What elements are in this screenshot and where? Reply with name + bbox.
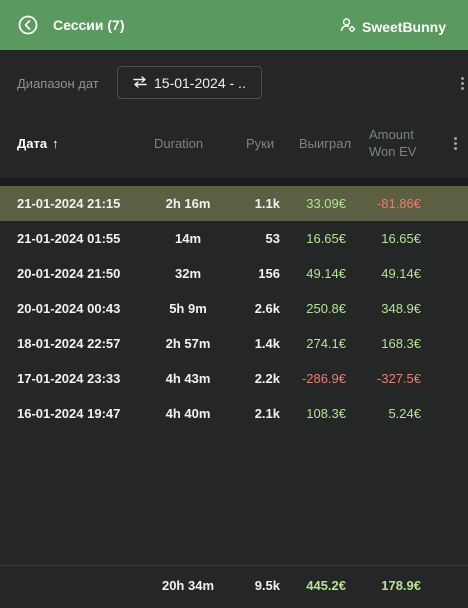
row-won-ev: 5.24€	[388, 406, 421, 421]
row-won-ev: 168.3€	[381, 336, 421, 351]
table-row[interactable]: 20-01-2024 00:43 5h 9m 2.6k 250.8€ 348.9€	[0, 291, 468, 326]
table-row[interactable]: 21-01-2024 01:55 14m 53 16.65€ 16.65€	[0, 221, 468, 256]
column-header-amount-won-ev[interactable]: Amount Won EV	[369, 124, 416, 162]
column-header-duration[interactable]: Duration	[154, 135, 204, 151]
table-row[interactable]: 21-01-2024 21:15 2h 16m 1.1k 33.09€ -81.86€	[0, 186, 468, 221]
row-won: 108.3€	[306, 406, 346, 421]
username: SweetBunny	[361, 18, 446, 35]
row-duration: 5h 9m	[169, 301, 207, 316]
back-circle-icon[interactable]	[18, 15, 38, 35]
total-hands: 9.5k	[254, 578, 280, 593]
swap-arrows-icon	[133, 75, 147, 91]
date-range-button[interactable]: 15-01-2024 - ..	[117, 66, 262, 99]
row-won-ev: 348.9€	[381, 301, 421, 316]
row-won: 33.09€	[306, 196, 346, 211]
row-hands: 2.2k	[254, 371, 280, 386]
row-duration: 4h 43m	[165, 371, 211, 386]
user-menu-button[interactable]: SweetBunny	[340, 17, 446, 36]
row-hands: 2.1k	[254, 406, 280, 421]
sessions-table-body: 21-01-2024 21:15 2h 16m 1.1k 33.09€ -81.86€ 2…	[0, 186, 468, 431]
table-row[interactable]: 16-01-2024 19:47 4h 40m 2.1k 108.3€ 5.24€	[0, 396, 468, 431]
row-date: 18-01-2024 22:57	[17, 336, 121, 351]
column-header-won[interactable]: Выиграл	[299, 135, 352, 151]
column-header-date[interactable]: Дата ↑	[17, 126, 59, 160]
table-totals-row: 20h 34m 9.5k 445.2€ 178.9€	[0, 565, 468, 608]
row-duration: 32m	[174, 266, 202, 281]
row-won: 49.14€	[306, 266, 346, 281]
row-duration: 2h 16m	[165, 196, 211, 211]
table-row[interactable]: 18-01-2024 22:57 2h 57m 1.4k 274.1€ 168.3€	[0, 326, 468, 361]
kebab-menu-icon[interactable]	[460, 77, 464, 90]
column-ev-label-line2: Won EV	[369, 144, 417, 159]
row-hands: 2.6k	[254, 301, 280, 316]
table-top-divider	[0, 178, 468, 186]
row-hands: 53	[265, 231, 280, 246]
row-duration: 4h 40m	[165, 406, 211, 421]
row-date: 16-01-2024 19:47	[17, 406, 121, 421]
row-date: 21-01-2024 01:55	[17, 231, 121, 246]
date-range-label: Диапазон дат	[17, 76, 99, 91]
row-date: 20-01-2024 21:50	[17, 266, 121, 281]
row-won: 274.1€	[306, 336, 346, 351]
app-header: Сессии (7) SweetBunny	[0, 0, 468, 50]
row-won-ev: -327.5€	[376, 371, 421, 386]
row-hands: 1.4k	[254, 336, 280, 351]
row-won: 16.65€	[306, 231, 346, 246]
row-won-ev: 49.14€	[381, 266, 421, 281]
row-date: 20-01-2024 00:43	[17, 301, 121, 316]
user-settings-icon	[340, 17, 356, 36]
total-won: 445.2€	[306, 578, 346, 593]
page-title: Сессии (7)	[53, 17, 125, 33]
date-range-value: 15-01-2024 - ..	[154, 74, 246, 91]
total-duration: 20h 34m	[161, 578, 215, 593]
row-won-ev: -81.86€	[376, 196, 421, 211]
row-won: -286.9€	[301, 371, 346, 386]
row-date: 21-01-2024 21:15	[17, 196, 121, 211]
row-date: 17-01-2024 23:33	[17, 371, 121, 386]
column-header-hands[interactable]: Руки	[246, 135, 275, 151]
total-won-ev: 178.9€	[381, 578, 421, 593]
row-hands: 156	[258, 266, 280, 281]
column-options-kebab-icon[interactable]	[453, 137, 457, 150]
row-duration: 14m	[174, 231, 202, 246]
row-won-ev: 16.65€	[381, 231, 421, 246]
table-row[interactable]: 17-01-2024 23:33 4h 43m 2.2k -286.9€ -327.5€	[0, 361, 468, 396]
row-won: 250.8€	[306, 301, 346, 316]
row-duration: 2h 57m	[165, 336, 211, 351]
column-date-label: Дата	[17, 135, 48, 151]
table-row[interactable]: 20-01-2024 21:50 32m 156 49.14€ 49.14€	[0, 256, 468, 291]
row-hands: 1.1k	[254, 196, 280, 211]
sort-ascending-icon: ↑	[52, 135, 59, 151]
column-ev-label-line1: Amount	[369, 127, 414, 142]
